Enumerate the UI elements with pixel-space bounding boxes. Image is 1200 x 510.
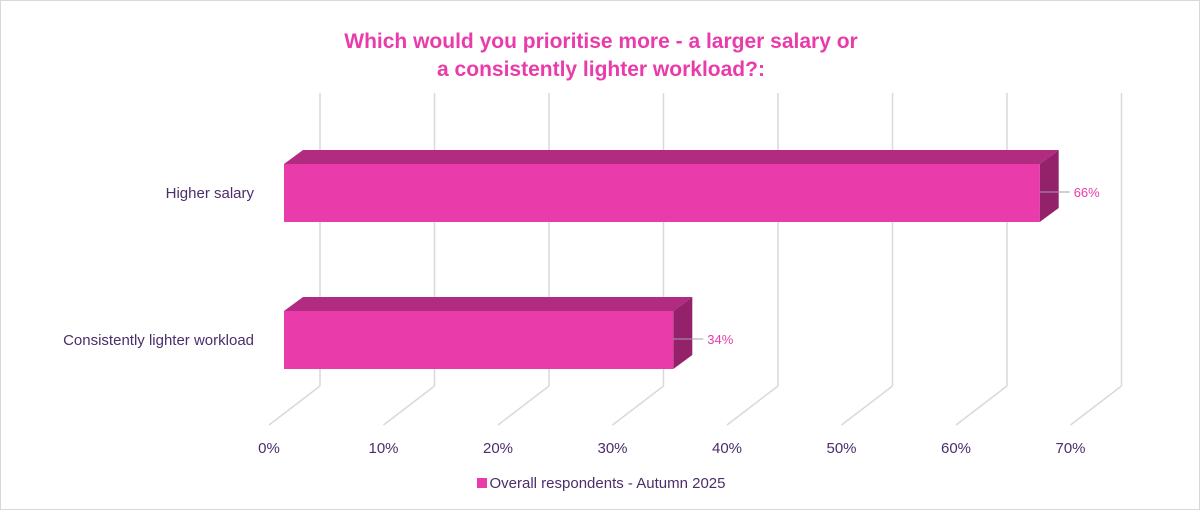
floor-gridline: [726, 385, 779, 426]
floor-gridline: [841, 385, 893, 426]
data-label: 66%: [1074, 185, 1100, 200]
legend-swatch: [476, 478, 487, 488]
x-tick-label: 40%: [712, 440, 742, 457]
legend-label: Overall respondents - Autumn 2025: [489, 475, 726, 492]
title-line-1: Which would you prioritise more - a larg…: [344, 30, 858, 53]
bar-top: [284, 297, 693, 311]
category-label: Higher salary: [166, 185, 255, 202]
floor-gridline: [612, 385, 664, 426]
x-tick-label: 10%: [368, 440, 398, 457]
floor-gridline: [268, 385, 321, 426]
data-label: 34%: [707, 332, 733, 347]
x-tick-label: 70%: [1055, 440, 1085, 457]
floor-gridline: [497, 385, 550, 426]
floor-gridline: [383, 385, 435, 426]
bar-top: [284, 150, 1059, 164]
floor-gridline: [955, 385, 1008, 426]
bar-side: [1039, 150, 1059, 222]
title-line-2: a consistently lighter workload?:: [437, 58, 765, 81]
bar: [284, 311, 674, 369]
bar: [284, 164, 1040, 222]
x-tick-label: 50%: [826, 440, 856, 457]
category-label: Consistently lighter workload: [63, 332, 254, 349]
x-tick-label: 60%: [941, 440, 971, 457]
x-tick-label: 0%: [258, 440, 280, 457]
x-tick-label: 20%: [483, 440, 513, 457]
bar-side: [673, 297, 693, 369]
floor-gridline: [1070, 385, 1122, 426]
chart-title: Which would you prioritise more - a larg…: [1, 28, 1199, 84]
x-tick-label: 30%: [597, 440, 627, 457]
legend: Overall respondents - Autumn 2025: [1, 475, 1199, 492]
